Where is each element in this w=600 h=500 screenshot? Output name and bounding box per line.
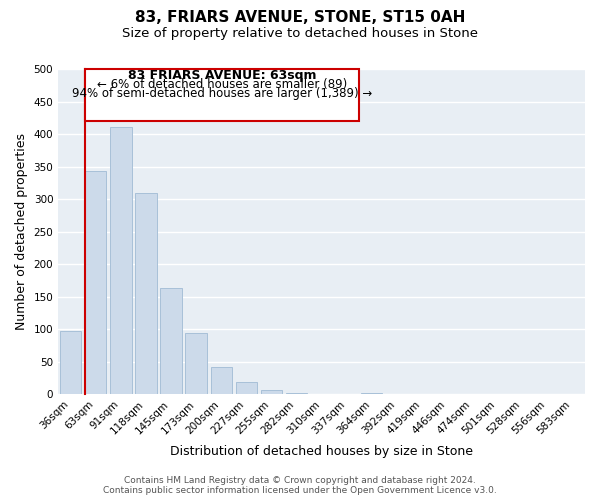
Bar [136,192,157,394]
Text: Size of property relative to detached houses in Stone: Size of property relative to detached ho… [122,28,478,40]
FancyBboxPatch shape [85,69,359,121]
Text: Contains HM Land Registry data © Crown copyright and database right 2024.
Contai: Contains HM Land Registry data © Crown c… [103,476,497,495]
Bar [236,382,257,394]
Bar [60,332,82,394]
Bar [160,288,182,395]
X-axis label: Distribution of detached houses by size in Stone: Distribution of detached houses by size … [170,444,473,458]
Bar [286,393,307,394]
Text: 83 FRIARS AVENUE: 63sqm: 83 FRIARS AVENUE: 63sqm [128,69,316,82]
Bar [185,334,207,394]
Text: 83, FRIARS AVENUE, STONE, ST15 0AH: 83, FRIARS AVENUE, STONE, ST15 0AH [135,10,465,25]
Bar [211,367,232,394]
Text: 94% of semi-detached houses are larger (1,389) →: 94% of semi-detached houses are larger (… [72,87,372,100]
Text: ← 6% of detached houses are smaller (89): ← 6% of detached houses are smaller (89) [97,78,347,91]
Bar [85,170,106,394]
Bar [261,390,282,394]
Y-axis label: Number of detached properties: Number of detached properties [15,133,28,330]
Bar [110,127,131,394]
Bar [361,393,382,394]
